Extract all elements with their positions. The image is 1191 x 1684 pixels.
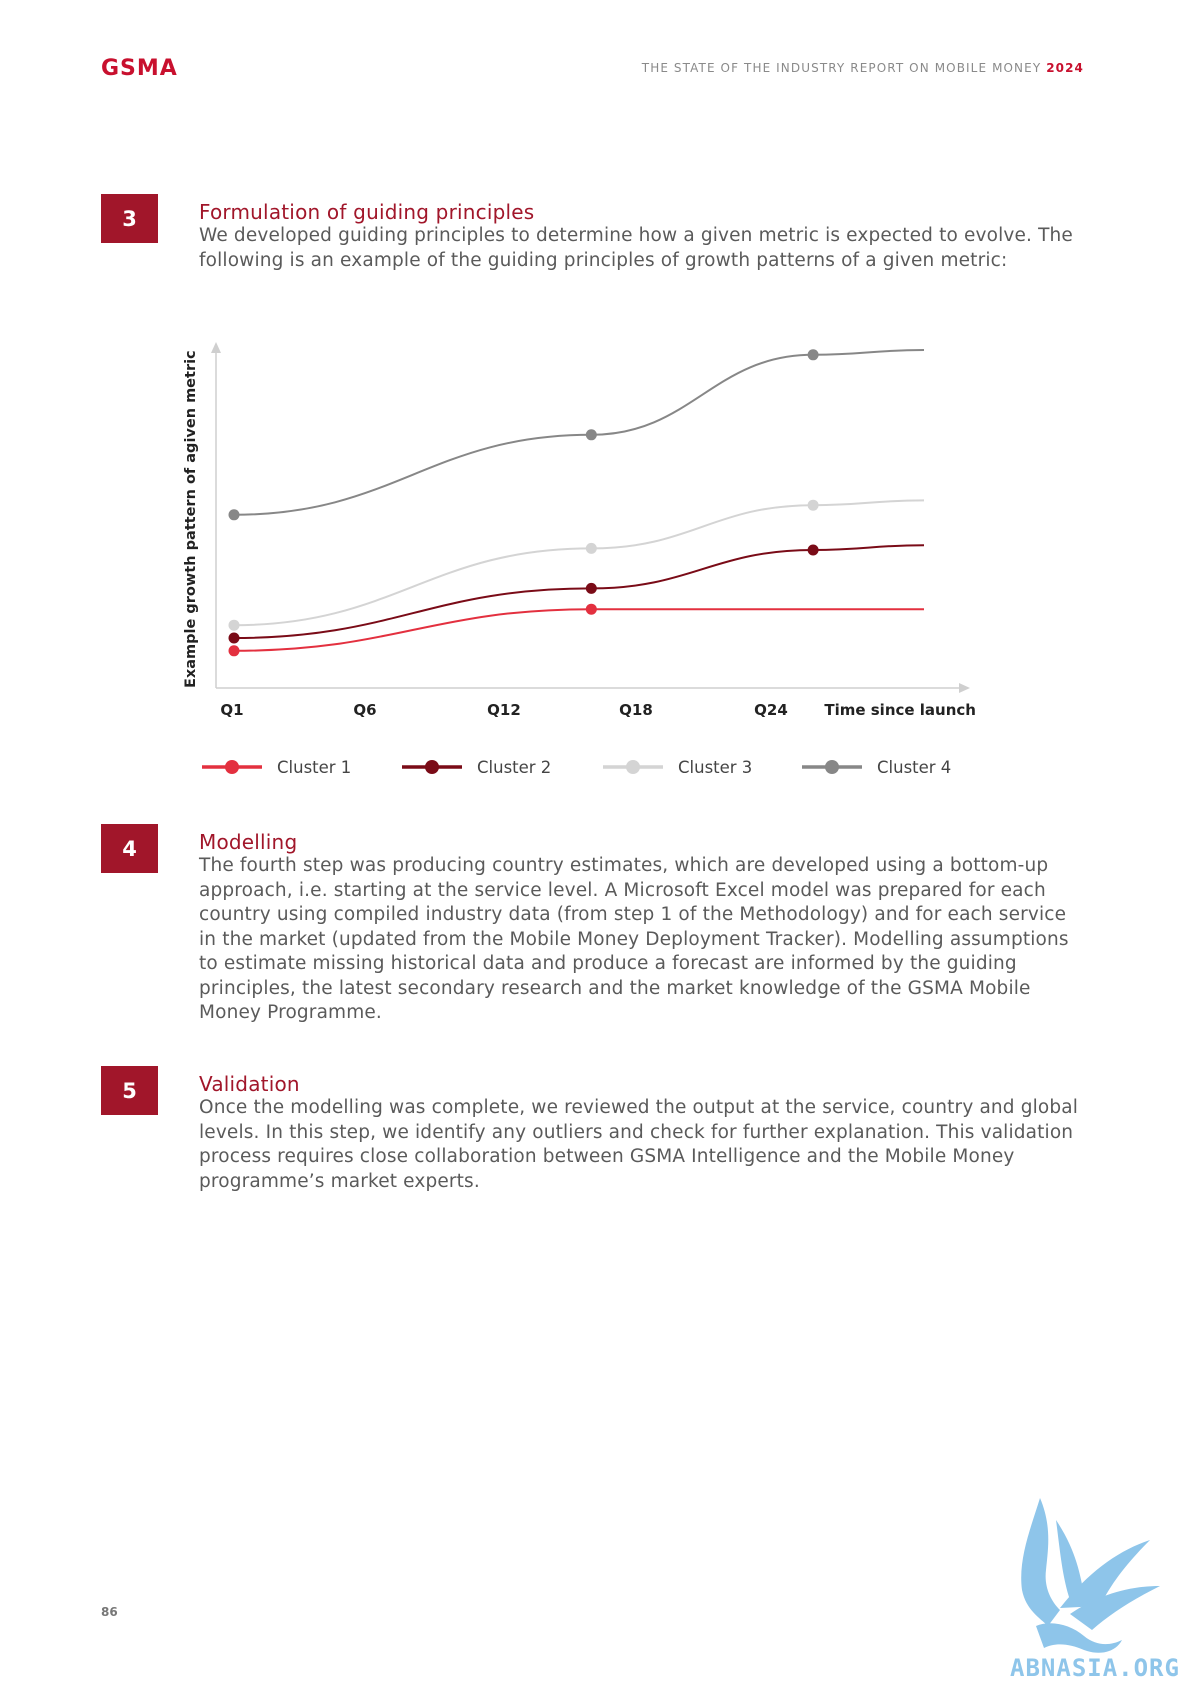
x-tick-label: Q18 [619,701,653,719]
section-modelling: Modelling The fourth step was producing … [199,830,1089,1026]
page-number: 86 [101,1605,118,1619]
report-year: 2024 [1046,61,1084,75]
report-title: THE STATE OF THE INDUSTRY REPORT ON MOBI… [642,61,1084,75]
section-body: The fourth step was producing country es… [199,855,1069,1023]
series-line-cluster-2 [233,544,925,639]
legend-marker-cluster-4 [825,760,839,774]
data-point-cluster-3 [228,619,240,631]
legend-label-cluster-2: Cluster 2 [477,758,551,777]
legend-marker-cluster-1 [225,760,239,774]
series-line-cluster-3 [233,499,925,627]
data-point-cluster-4 [228,509,240,521]
data-point-cluster-1 [585,603,597,615]
step-badge-4: 4 [101,824,158,873]
x-tick-label: Q12 [487,701,521,719]
section-validation: Validation Once the modelling was comple… [199,1072,1089,1194]
data-point-cluster-2 [228,632,240,644]
data-point-cluster-3 [807,499,819,511]
series-line-cluster-4 [233,349,925,516]
chart-axes: Q1 Q6 Q12 Q18 Q24 Time since launch Example gr… [183,342,976,719]
legend-label-cluster-1: Cluster 1 [277,758,351,777]
step-badge-3: 3 [101,194,158,243]
chart-legend: Cluster 1 Cluster 2 Cluster 3 Cluster 4 [202,758,951,777]
data-point-cluster-3 [585,542,597,554]
griffin-icon [1021,1498,1160,1653]
data-point-cluster-2 [807,544,819,556]
report-title-text: THE STATE OF THE INDUSTRY REPORT ON MOBI… [641,61,1042,75]
x-axis-arrow [959,683,970,693]
growth-pattern-chart: Q1 Q6 Q12 Q18 Q24 Time since launch Example gr… [180,330,1040,790]
legend-label-cluster-4: Cluster 4 [877,758,951,777]
data-point-cluster-1 [228,645,240,657]
section-title: Modelling [199,830,298,854]
data-point-cluster-4 [807,349,819,361]
data-point-cluster-2 [585,582,597,594]
x-tick-label: Q24 [754,701,788,719]
y-axis-title: Example growth pattern of agiven metric [183,350,199,688]
x-tick-label: Q1 [220,701,243,719]
x-axis-title: Time since launch [824,701,976,719]
chart-svg: Q1 Q6 Q12 Q18 Q24 Time since launch Example gr… [183,342,976,777]
section-title: Formulation of guiding principles [199,200,535,224]
watermark-logo: ABNASIA.ORG [1010,1498,1180,1682]
gsma-logo: GSMA [101,56,178,81]
section-title: Validation [199,1072,300,1096]
x-tick-label: Q6 [353,701,376,719]
watermark-text: ABNASIA.ORG [1010,1654,1180,1682]
legend-marker-cluster-3 [626,760,640,774]
section-body: We developed guiding principles to deter… [199,225,1073,271]
section-guiding-principles: Formulation of guiding principles We dev… [199,200,1089,273]
section-body: Once the modelling was complete, we revi… [199,1097,1079,1192]
step-badge-5: 5 [101,1066,158,1115]
y-axis-arrow [211,342,221,353]
legend-marker-cluster-2 [425,760,439,774]
chart-series [228,349,925,657]
data-point-cluster-4 [585,429,597,441]
legend-label-cluster-3: Cluster 3 [678,758,752,777]
